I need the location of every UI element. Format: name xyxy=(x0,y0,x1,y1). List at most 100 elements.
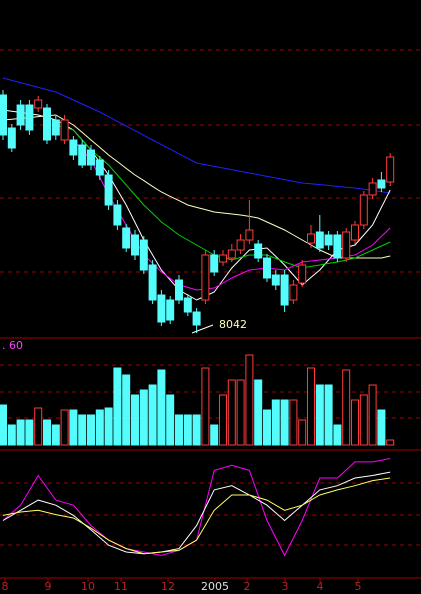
volume-bar xyxy=(104,407,113,446)
volume-bar xyxy=(368,384,377,446)
volume-bar xyxy=(139,389,148,446)
volume-bar xyxy=(351,399,359,446)
candle-body xyxy=(368,182,377,196)
candle-body xyxy=(315,231,324,249)
volume-bar xyxy=(166,394,175,446)
volume-bar xyxy=(271,399,280,446)
candle-body xyxy=(359,194,368,226)
candle-body xyxy=(113,204,122,226)
volume-bar xyxy=(95,409,104,446)
x-tick-label: 8 xyxy=(2,580,9,593)
candle-body xyxy=(386,156,395,183)
volume-bar xyxy=(87,414,95,446)
candle-body xyxy=(175,279,183,301)
annotation-pointer xyxy=(191,324,214,334)
volume-bar xyxy=(298,419,307,446)
candle-body xyxy=(280,274,289,306)
volume-bar xyxy=(69,409,78,446)
volume-bar xyxy=(342,369,351,446)
x-tick-label: 10 xyxy=(81,580,95,593)
volume-bar xyxy=(307,367,315,446)
volume-bar xyxy=(34,407,43,446)
candle-body xyxy=(7,127,16,149)
volume-bar xyxy=(315,384,324,446)
candle-body xyxy=(60,119,69,141)
x-tick-label: 2 xyxy=(244,580,251,593)
x-tick-label: 4 xyxy=(317,580,324,593)
candle-body xyxy=(122,227,131,249)
volume-bar xyxy=(289,399,298,446)
candle-body xyxy=(227,249,236,259)
candle-body xyxy=(157,294,166,323)
candle-body xyxy=(131,234,139,256)
volume-bar xyxy=(210,424,219,446)
candle-body xyxy=(377,179,386,189)
candle-body xyxy=(43,107,51,141)
candle-body xyxy=(289,284,298,301)
candle-body xyxy=(219,254,227,263)
volume-bar xyxy=(263,409,271,446)
volume-bar xyxy=(377,409,386,446)
volume-bar xyxy=(359,394,368,446)
volume-bar xyxy=(386,439,395,446)
volume-bar xyxy=(219,394,227,446)
volume-bar xyxy=(201,367,210,446)
candle-body xyxy=(95,159,104,176)
candle-body xyxy=(104,174,113,206)
candle-body xyxy=(236,239,245,251)
candle-body xyxy=(166,299,175,321)
indicator-line xyxy=(2,458,391,557)
x-tick-label: 2005 xyxy=(201,580,229,593)
volume-bar xyxy=(131,394,139,446)
candle-body xyxy=(25,104,34,131)
candle-body xyxy=(210,254,219,273)
volume-bar xyxy=(16,419,25,446)
indicator-line xyxy=(2,471,391,555)
candle-body xyxy=(192,311,201,326)
volume-bar xyxy=(227,379,236,446)
candle-body xyxy=(78,144,87,166)
candle-body xyxy=(263,257,271,279)
candle-body xyxy=(51,119,60,136)
moving-average-line xyxy=(2,77,391,194)
candle-body xyxy=(16,104,25,126)
volume-bar xyxy=(43,419,51,446)
candle-body xyxy=(0,94,7,136)
volume-bar xyxy=(280,399,289,446)
candle-body xyxy=(351,224,359,241)
x-tick-label: 3 xyxy=(282,580,289,593)
candle-body xyxy=(298,264,307,284)
volume-bar xyxy=(51,424,60,446)
candle-body xyxy=(69,139,78,156)
volume-bar xyxy=(245,354,254,446)
volume-bar xyxy=(25,419,34,446)
volume-bar xyxy=(183,414,192,446)
volume-bar xyxy=(113,367,122,446)
volume-label: . 60 xyxy=(2,339,23,352)
volume-bar xyxy=(78,414,87,446)
candle-body xyxy=(87,149,95,166)
candle-body xyxy=(307,233,315,244)
volume-bar xyxy=(254,379,263,446)
candle-body xyxy=(183,297,192,313)
candle-body xyxy=(342,231,351,259)
candle-body xyxy=(34,99,43,109)
x-tick-label: 5 xyxy=(355,580,362,593)
x-tick-label: 11 xyxy=(114,580,128,593)
candle-body xyxy=(271,274,280,286)
volume-bar xyxy=(0,404,7,446)
candle-body xyxy=(201,254,210,301)
volume-bar xyxy=(60,409,69,446)
volume-bar xyxy=(122,374,131,446)
volume-bar xyxy=(157,369,166,446)
volume-bar xyxy=(333,424,342,446)
candle-body xyxy=(324,234,333,246)
candle-body xyxy=(148,264,157,301)
volume-bar xyxy=(236,379,245,446)
candle-body xyxy=(333,234,342,259)
volume-bar xyxy=(192,414,201,446)
candle-body xyxy=(245,229,254,241)
candle-body xyxy=(139,239,148,271)
